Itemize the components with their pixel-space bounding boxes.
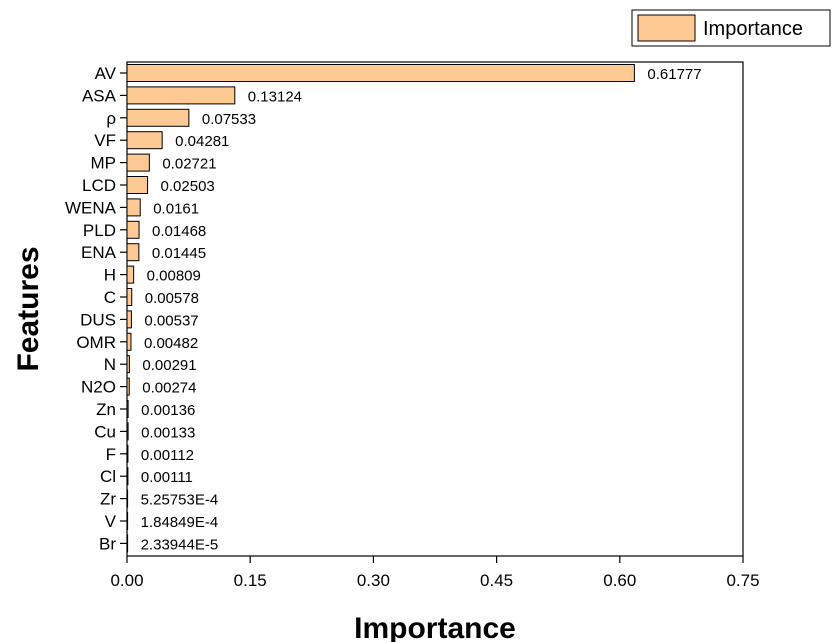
x-axis-tick-labels: 0.00 0.15 0.30 0.45 0.60 0.75 [110,571,759,590]
value-label-2: 0.07533 [202,111,256,128]
category-label-2: ρ [106,109,116,128]
x-axis-ticks [126,556,744,563]
category-label-21: Br [99,534,116,553]
x-tick-label-1: 0.15 [234,571,267,590]
legend: Importance [631,9,831,47]
value-label-20: 1.84849E-4 [141,514,219,531]
category-label-3: VF [94,131,116,150]
value-label-21: 2.33944E-5 [141,536,219,553]
category-label-7: PLD [83,221,116,240]
value-label-3: 0.04281 [175,133,229,150]
value-label-19: 5.25753E-4 [141,492,219,509]
value-label-5: 0.02503 [161,178,215,195]
y-axis-title: Features [12,246,45,371]
x-tick-label-4: 0.60 [603,571,636,590]
x-tick-label-0: 0.00 [110,571,143,590]
category-label-11: DUS [80,310,116,329]
bar-15 [126,400,129,418]
category-label-0: AV [95,64,117,83]
value-label-18: 0.00111 [141,469,193,486]
value-label-4: 0.02721 [162,156,216,173]
bar-16 [126,422,129,441]
value-label-9: 0.00809 [147,268,201,285]
bar-2 [126,108,190,127]
bar-14 [126,377,130,396]
x-tick-label-5: 0.75 [726,571,759,590]
value-label-14: 0.00274 [142,380,196,397]
bar-7 [126,220,140,239]
legend-label: Importance [703,18,803,40]
category-label-14: N2O [81,378,116,397]
value-label-7: 0.01468 [152,223,206,240]
bar-5 [126,176,149,194]
bar-9 [126,265,135,284]
category-label-16: Cu [94,422,116,441]
category-label-17: F [106,445,116,464]
value-label-8: 0.01445 [152,245,206,262]
value-label-12: 0.00482 [144,335,198,352]
category-label-4: MP [91,154,117,173]
bar-13 [126,355,130,374]
value-label-10: 0.00578 [145,290,199,307]
bar-21 [126,534,129,553]
category-label-12: OMR [76,333,116,352]
value-labels: 0.61777 0.13124 0.07533 0.04281 0.02721 0.025… [141,66,702,553]
bar-18 [126,467,129,486]
bar-17 [126,444,129,463]
bar-12 [126,332,132,351]
bar-8 [126,243,140,262]
value-label-13: 0.00291 [142,357,196,374]
category-label-8: ENA [81,243,117,262]
value-label-16: 0.00133 [141,424,195,441]
bar-1 [126,86,236,105]
value-label-11: 0.00537 [144,312,198,329]
category-label-13: N [104,355,116,374]
category-label-10: C [104,288,116,307]
category-labels: AV ASA ρ VF MP LCD WENA PLD ENA HC DUS OMR N N2O Zn Cu F… [65,64,117,553]
plot-area [126,61,744,557]
value-label-0: 0.61777 [647,66,701,83]
value-label-6: 0.0161 [153,200,199,217]
category-label-19: Zr [100,490,116,509]
bar-19 [126,489,129,508]
legend-swatch [637,14,696,42]
category-label-9: H [104,266,116,285]
category-label-6: WENA [65,198,117,217]
bar-6 [126,198,141,217]
bar-20 [126,512,129,530]
bar-10 [126,288,133,306]
bars-group [126,64,635,553]
value-label-15: 0.00136 [141,402,195,419]
category-label-1: ASA [82,86,117,105]
category-ticks [120,72,127,545]
value-label-17: 0.00112 [141,447,194,464]
bar-0 [126,64,635,82]
category-label-18: Cl [100,467,116,486]
category-label-20: V [105,512,117,531]
bar-11 [126,310,132,329]
category-label-15: Zn [96,400,116,419]
category-label-5: LCD [82,176,116,195]
bar-4 [126,153,150,172]
x-tick-label-2: 0.30 [357,571,390,590]
bar-3 [126,131,163,150]
x-axis-title: Importance [354,612,516,642]
value-label-1: 0.13124 [248,88,302,105]
x-tick-label-3: 0.45 [480,571,513,590]
